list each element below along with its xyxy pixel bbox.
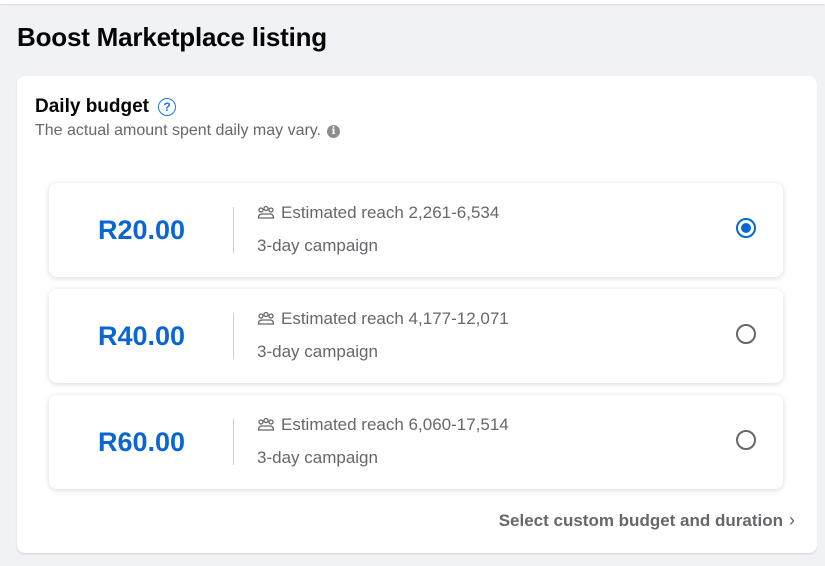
option-reach: Estimated reach 2,261-6,534 [257,203,499,223]
option-reach: Estimated reach 6,060-17,514 [257,415,509,435]
custom-budget-link[interactable]: Select custom budget and duration › [499,510,795,531]
people-group-icon [257,205,275,219]
custom-budget-label: Select custom budget and duration [498,510,783,530]
option-duration: 3-day campaign [257,236,378,255]
radio-button[interactable] [736,430,756,450]
subtitle-text: The actual amount spent daily may vary. [35,122,322,139]
option-divider [233,313,234,359]
info-circle-icon[interactable]: i [327,124,341,138]
question-circle-icon[interactable]: ? [158,98,177,116]
option-reach: Estimated reach 4,177-12,071 [257,309,509,329]
top-bar-edge [0,0,825,4]
option-divider [233,207,234,253]
budget-panel: Daily budget ? The actual amount spent d… [17,76,817,553]
section-header: Daily budget ? [35,96,177,118]
option-duration: 3-day campaign [257,342,378,361]
section-subtitle: The actual amount spent daily may vary. … [35,122,341,140]
radio-button-selected[interactable] [736,218,756,238]
scrollbar-track[interactable] [817,76,825,566]
budget-option-r40[interactable]: R40.00 Estimated reach 4,177-12,071 3-da… [49,289,783,383]
reach-text: Estimated reach 2,261-6,534 [281,203,500,222]
page-title: Boost Marketplace listing [17,22,327,52]
reach-text: Estimated reach 6,060-17,514 [281,415,509,434]
option-divider [233,419,234,465]
budget-option-r20[interactable]: R20.00 Estimated reach 2,261-6,534 3-day… [49,183,783,277]
people-group-icon [257,417,275,431]
option-price: R60.00 [97,426,186,457]
daily-budget-title: Daily budget [35,96,150,117]
option-price: R20.00 [97,214,186,245]
budget-option-r60[interactable]: R60.00 Estimated reach 6,060-17,514 3-da… [49,395,783,489]
people-group-icon [257,311,275,325]
radio-button[interactable] [736,324,756,344]
option-duration: 3-day campaign [257,448,378,467]
option-price: R40.00 [97,320,186,351]
reach-text: Estimated reach 4,177-12,071 [281,309,509,328]
chevron-right-icon: › [789,510,795,530]
